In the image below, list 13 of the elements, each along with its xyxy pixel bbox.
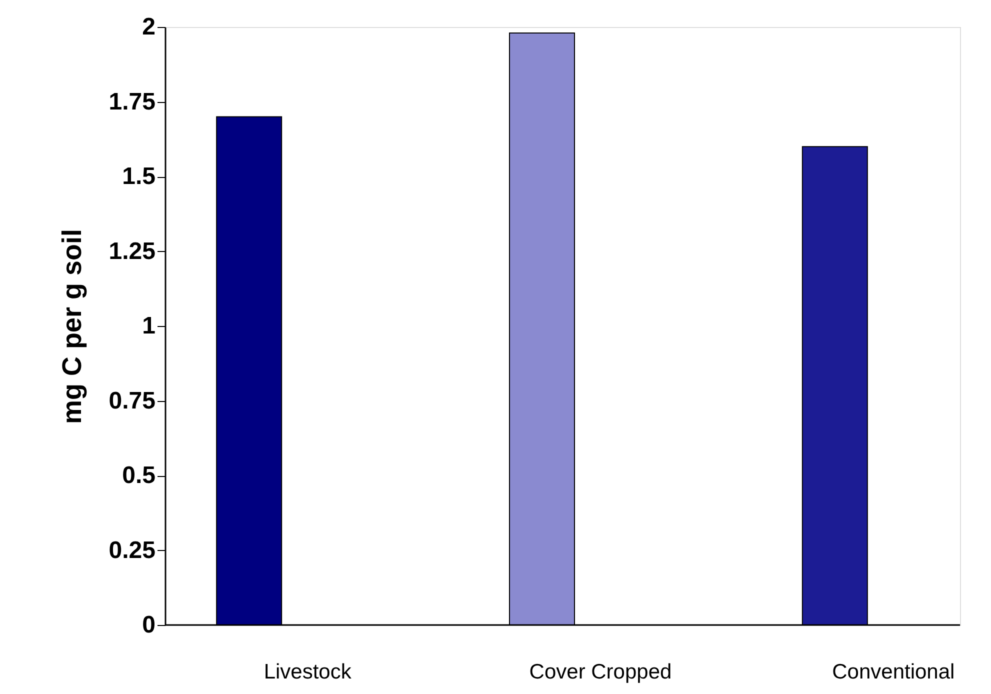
x-tick-label: Cover Cropped [529,660,672,684]
y-tick-label: 1.25 [108,238,156,265]
y-tick-label: 2 [142,14,156,40]
y-tick-label: 1.75 [108,88,156,116]
x-tick-label: Livestock [264,660,352,684]
y-tick-label: 0 [142,612,156,638]
y-tick-label: 0.75 [108,387,156,414]
y-tick-label: 0.5 [122,462,156,489]
y-axis-title: mg C per g soil [56,228,87,424]
y-tick-label: 0.25 [108,536,156,564]
y-tick-label: 1.5 [122,163,156,190]
x-tick-label: Conventional [832,660,955,684]
y-tick-label: 1 [142,312,156,340]
